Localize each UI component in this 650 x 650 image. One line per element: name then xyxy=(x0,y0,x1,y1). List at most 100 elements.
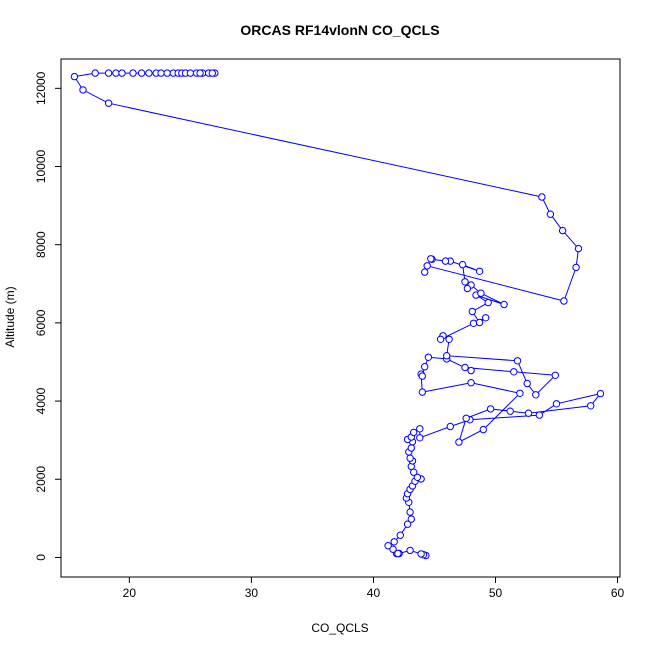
data-point xyxy=(396,531,404,539)
data-point xyxy=(574,244,583,253)
data-point xyxy=(510,368,518,376)
data-point xyxy=(384,542,392,550)
data-point xyxy=(118,69,126,77)
data-point xyxy=(407,515,415,523)
data-point xyxy=(513,357,522,365)
data-point xyxy=(208,69,217,77)
plot-frame xyxy=(60,58,621,578)
data-point xyxy=(516,389,524,397)
y-tick-label: 10000 xyxy=(34,150,48,184)
data-point xyxy=(163,69,171,77)
data-point xyxy=(145,69,153,77)
data-point xyxy=(406,454,414,462)
data-point xyxy=(524,409,533,417)
data-point xyxy=(91,69,99,77)
data-point xyxy=(475,267,484,275)
data-point xyxy=(421,363,429,371)
x-tick-label: 20 xyxy=(123,586,137,600)
data-point xyxy=(104,99,113,107)
data-point xyxy=(137,69,146,77)
data-point xyxy=(461,278,469,286)
data-point xyxy=(389,545,397,553)
data-point xyxy=(416,434,424,442)
data-point xyxy=(475,318,484,327)
x-tick-label: 60 xyxy=(611,586,625,600)
data-point xyxy=(467,366,475,375)
data-point xyxy=(482,314,490,322)
y-tick-label: 2000 xyxy=(34,466,48,493)
data-point xyxy=(532,391,540,399)
data-point xyxy=(410,428,418,437)
data-point xyxy=(418,388,426,396)
data-point xyxy=(446,422,454,431)
data-point xyxy=(424,353,433,361)
data-point xyxy=(445,335,453,343)
x-tick-label: 40 xyxy=(367,586,381,600)
data-point xyxy=(441,257,450,265)
data-point xyxy=(406,508,414,516)
data-point xyxy=(506,407,514,415)
data-point xyxy=(427,255,435,263)
data-point xyxy=(196,69,204,77)
data-point xyxy=(552,400,561,408)
data-point xyxy=(157,69,165,77)
data-point xyxy=(587,402,595,410)
data-point xyxy=(423,262,431,270)
data-point xyxy=(129,69,137,77)
series-layer xyxy=(70,69,605,560)
y-tick-label: 0 xyxy=(34,554,48,561)
data-point xyxy=(468,307,476,316)
data-point xyxy=(416,425,424,433)
data-point xyxy=(406,546,414,555)
data-point xyxy=(461,363,469,372)
data-point xyxy=(538,193,546,201)
data-point xyxy=(469,319,478,327)
chart-title: ORCAS RF14vlonN CO_QCLS xyxy=(240,22,439,38)
data-point xyxy=(560,297,568,305)
data-point xyxy=(421,268,429,276)
data-point xyxy=(403,520,412,528)
data-point xyxy=(417,550,425,558)
data-point xyxy=(477,289,485,297)
y-tick-label: 4000 xyxy=(34,387,48,414)
data-point xyxy=(523,379,531,388)
data-point xyxy=(394,549,402,558)
data-point xyxy=(486,405,495,413)
y-axis: 0 2000 4000 6000 8000 10000 12000 xyxy=(34,71,61,561)
data-point xyxy=(462,414,470,422)
data-point xyxy=(546,210,555,218)
data-point xyxy=(70,72,79,81)
y-tick-label: 12000 xyxy=(34,71,48,105)
x-tick-label: 50 xyxy=(489,586,503,600)
x-axis: 20 30 40 50 60 xyxy=(123,577,625,600)
y-tick-label: 8000 xyxy=(34,231,48,258)
data-point xyxy=(467,379,475,387)
data-point xyxy=(407,444,415,452)
data-point xyxy=(418,372,426,380)
y-axis-label: Altitude (m) xyxy=(3,286,17,347)
data-point xyxy=(455,438,463,446)
data-point xyxy=(390,538,398,546)
data-point xyxy=(535,411,544,419)
data-point xyxy=(479,425,487,434)
x-axis-label: CO_QCLS xyxy=(311,621,368,635)
data-point xyxy=(484,298,492,307)
data-point xyxy=(551,371,559,379)
data-point xyxy=(572,263,580,272)
data-point xyxy=(79,86,87,94)
data-point xyxy=(558,226,567,235)
data-point xyxy=(500,300,508,309)
data-point xyxy=(596,389,605,398)
x-tick-label: 30 xyxy=(245,586,259,600)
data-point xyxy=(463,284,472,293)
data-point xyxy=(413,473,422,481)
data-point xyxy=(104,69,113,77)
data-point xyxy=(186,69,195,77)
data-point xyxy=(443,352,451,360)
series-line xyxy=(73,72,602,556)
data-point xyxy=(458,260,467,269)
data-point xyxy=(436,335,445,343)
y-tick-label: 6000 xyxy=(34,309,48,336)
data-point xyxy=(112,69,120,77)
